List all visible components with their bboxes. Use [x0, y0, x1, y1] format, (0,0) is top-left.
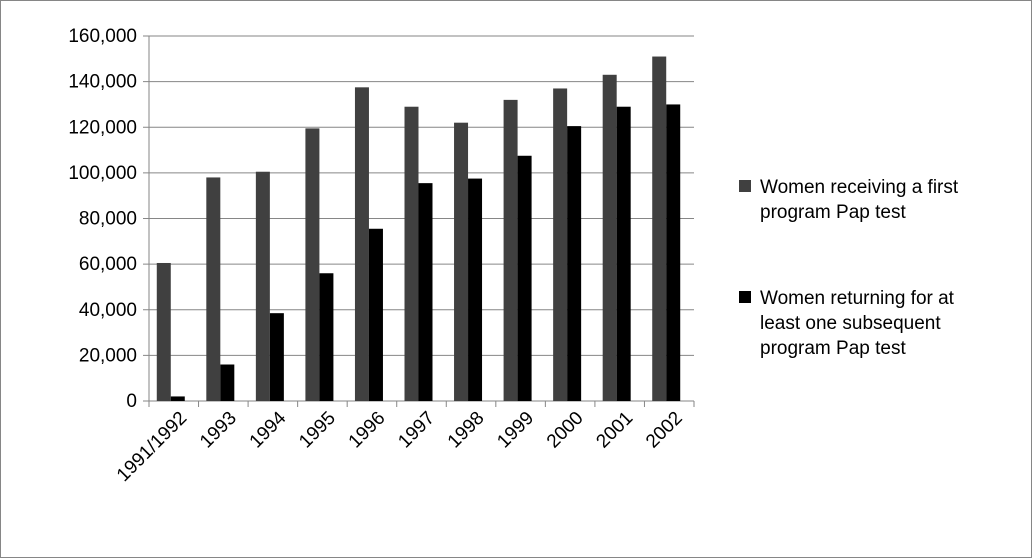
bar-series-2 [368, 228, 383, 401]
bar-series-2 [418, 183, 433, 401]
bar-series-1 [652, 56, 667, 401]
y-tick-label: 160,000 [68, 26, 137, 47]
y-tick-label: 120,000 [68, 117, 137, 138]
x-tick-label: 2002 [642, 408, 687, 453]
bar-series-1 [404, 106, 419, 401]
bar-series-2 [468, 178, 483, 401]
legend-swatch [739, 180, 751, 192]
bar-series-1 [255, 171, 270, 401]
bar-series-2 [319, 273, 334, 401]
y-tick-label: 20,000 [79, 345, 137, 366]
y-tick-label: 100,000 [68, 163, 137, 184]
bar-series-1 [602, 74, 617, 401]
y-tick-label: 0 [126, 391, 137, 412]
x-tick-label: 1991/1992 [113, 408, 191, 486]
bar-series-2 [170, 396, 185, 401]
bar-series-1 [354, 87, 369, 401]
y-tick-label: 60,000 [79, 254, 137, 275]
y-tick-label: 140,000 [68, 72, 137, 93]
legend-label: program Pap test [760, 338, 906, 359]
bar-series-2 [666, 104, 681, 401]
x-tick-label: 1997 [394, 408, 439, 453]
legend-label: least one subsequent [760, 313, 941, 334]
x-tick-label: 2000 [543, 408, 588, 453]
legend-label: Women returning for at [760, 288, 955, 309]
bar-series-2 [616, 106, 631, 401]
bar-series-1 [156, 262, 171, 401]
bar-series-1 [503, 99, 518, 401]
x-tick-label: 1998 [444, 408, 489, 453]
y-tick-label: 80,000 [79, 209, 137, 230]
bar-series-1 [553, 88, 568, 401]
bar-series-2 [269, 313, 284, 401]
bar-series-1 [206, 177, 221, 401]
bar-series-1 [305, 128, 320, 401]
bar-series-2 [517, 155, 532, 401]
y-tick-label: 40,000 [79, 300, 137, 321]
bar-series-2 [220, 364, 235, 401]
x-tick-label: 2001 [592, 408, 637, 453]
bar-series-2 [567, 126, 582, 401]
legend-label: program Pap test [760, 202, 906, 223]
bar-series-1 [454, 122, 469, 401]
x-tick-label: 1993 [196, 408, 241, 453]
x-tick-label: 1995 [295, 408, 340, 453]
x-tick-label: 1994 [246, 407, 291, 452]
x-tick-label: 1999 [493, 408, 538, 453]
x-tick-label: 1996 [345, 408, 390, 453]
legend-label: Women receiving a first [760, 177, 959, 198]
legend-swatch [739, 291, 751, 303]
